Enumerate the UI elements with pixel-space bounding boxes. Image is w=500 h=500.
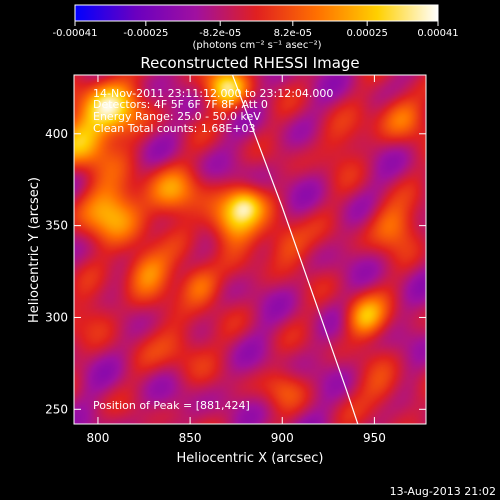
colorbar <box>74 4 439 22</box>
x-tick-label: 800 <box>87 431 110 445</box>
colorbar-tick-label: 8.2e-05 <box>274 28 312 39</box>
colorbar-tick-label: 0.00041 <box>417 28 458 39</box>
y-tick-label: 400 <box>45 127 68 141</box>
x-axis-title: Heliocentric X (arcsec) <box>177 451 324 466</box>
x-tick-label: 950 <box>363 431 386 445</box>
chart-title: Reconstructed RHESSI Image <box>140 54 359 72</box>
solar-limb-line <box>231 75 359 424</box>
annotation-clean-counts: Clean Total counts: 1.68E+03 <box>93 122 256 135</box>
annotation-time-range: 14-Nov-2011 23:11:12.000 to 23:12:04.000 <box>93 87 333 100</box>
colorbar-tick-labels: -0.00041 -0.00025 -8.2e-05 8.2e-05 0.00025 0.… <box>53 28 459 39</box>
colorbar-units-label: (photons cm⁻² s⁻¹ asec⁻²) <box>192 40 321 51</box>
colorbar-tick-label: -0.00041 <box>53 28 98 39</box>
colorbar-tick-label: -8.2e-05 <box>199 28 241 39</box>
annotation-peak-position: Position of Peak = [881,424] <box>93 399 250 412</box>
annotation-energy-range: Energy Range: 25.0 - 50.0 keV <box>93 110 261 123</box>
x-axis-ticks: 800 850 900 950 <box>87 75 386 445</box>
footer-timestamp: 13-Aug-2013 21:02 <box>390 485 496 498</box>
annotation-detectors: Detectors: 4F 5F 6F 7F 8F, Att 0 <box>93 98 268 111</box>
y-axis-ticks: 250 300 350 400 <box>45 127 426 416</box>
colorbar-tick-label: 0.00025 <box>346 28 387 39</box>
x-tick-label: 850 <box>179 431 202 445</box>
y-tick-label: 350 <box>45 219 68 233</box>
y-axis-title: Heliocentric Y (arcsec) <box>27 177 42 323</box>
colorbar-tick-label: -0.00025 <box>123 28 168 39</box>
x-tick-label: 900 <box>271 431 294 445</box>
y-tick-label: 300 <box>45 310 68 324</box>
y-tick-label: 250 <box>45 402 68 416</box>
colorbar-ticks <box>74 21 439 26</box>
heatmap-image <box>74 75 426 424</box>
plot-frame <box>73 74 427 425</box>
